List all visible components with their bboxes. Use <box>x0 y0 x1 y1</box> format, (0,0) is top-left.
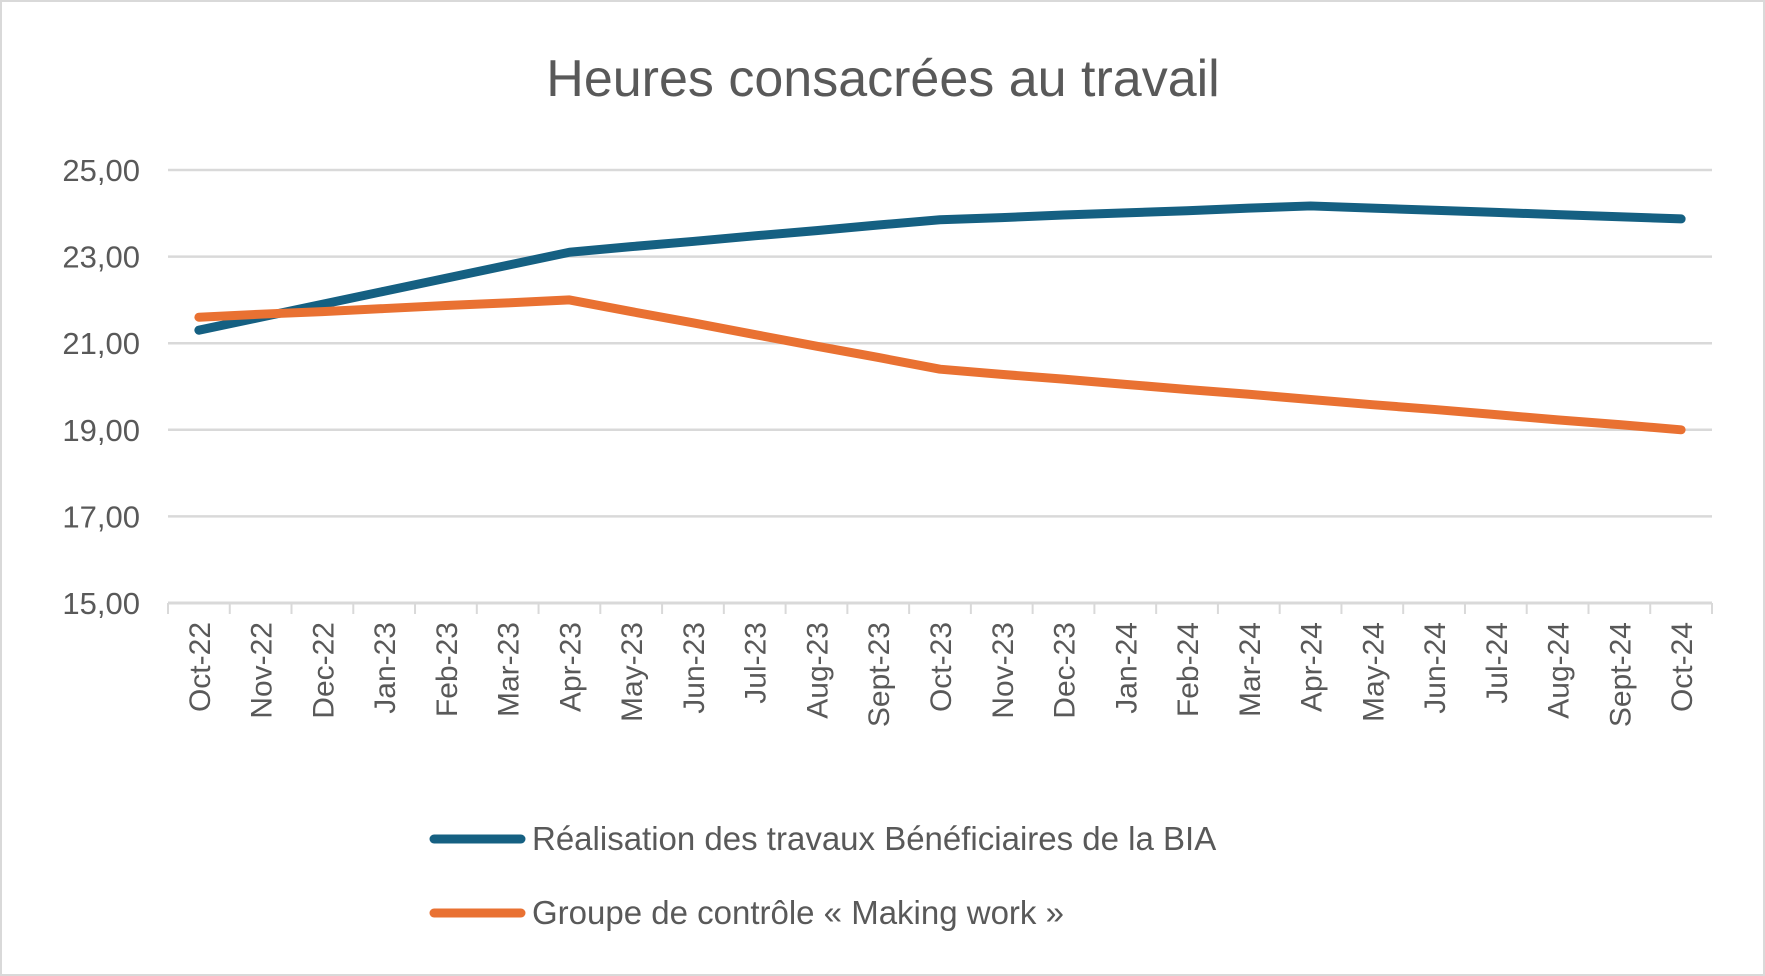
x-tick-label: Nov-23 <box>987 622 1020 719</box>
x-tick-label: Jul-23 <box>740 622 773 704</box>
x-tick-label: Oct-22 <box>184 622 217 712</box>
legend-label-1: Réalisation des travaux Bénéficiaires de… <box>532 820 1216 857</box>
x-tick-label: Jan-24 <box>1110 622 1143 714</box>
y-tick-label: 17,00 <box>62 499 140 534</box>
x-tick-label: Dec-22 <box>307 622 340 719</box>
y-tick-label: 23,00 <box>62 240 140 275</box>
x-tick-label: Jun-24 <box>1419 622 1452 714</box>
series-line-2 <box>194 295 1686 435</box>
legend-label-2: Groupe de contrôle « Making work » <box>532 894 1064 931</box>
x-tick-label: Aug-24 <box>1543 622 1576 719</box>
x-tick-label: Sept-24 <box>1604 622 1637 727</box>
y-tick-label: 21,00 <box>62 326 140 361</box>
series-line-1 <box>194 201 1686 335</box>
x-tick-label: Dec-23 <box>1049 622 1082 719</box>
chart-title: Heures consacrées au travail <box>546 50 1219 108</box>
x-tick-label: Aug-23 <box>801 622 834 719</box>
x-tick-label: Apr-24 <box>1296 622 1329 712</box>
x-tick-label: Oct-24 <box>1666 622 1699 712</box>
x-tick-label: May-24 <box>1357 622 1390 722</box>
x-tick-label: Nov-22 <box>246 622 279 719</box>
x-tick-label: Feb-24 <box>1172 622 1205 717</box>
x-tick-label: Jun-23 <box>678 622 711 714</box>
x-tick-label: Mar-24 <box>1234 622 1267 717</box>
x-tick-label: Apr-23 <box>554 622 587 712</box>
x-tick-label: Feb-23 <box>431 622 464 717</box>
x-tick-label: Jul-24 <box>1481 622 1514 704</box>
x-tick-label: May-23 <box>616 622 649 722</box>
y-tick-label: 25,00 <box>62 153 140 188</box>
x-tick-label: Oct-23 <box>925 622 958 712</box>
y-tick-label: 19,00 <box>62 413 140 448</box>
x-tick-label: Mar-23 <box>493 622 526 717</box>
x-tick-label: Jan-23 <box>369 622 402 714</box>
y-tick-label: 15,00 <box>62 586 140 621</box>
x-tick-label: Sept-23 <box>863 622 896 727</box>
